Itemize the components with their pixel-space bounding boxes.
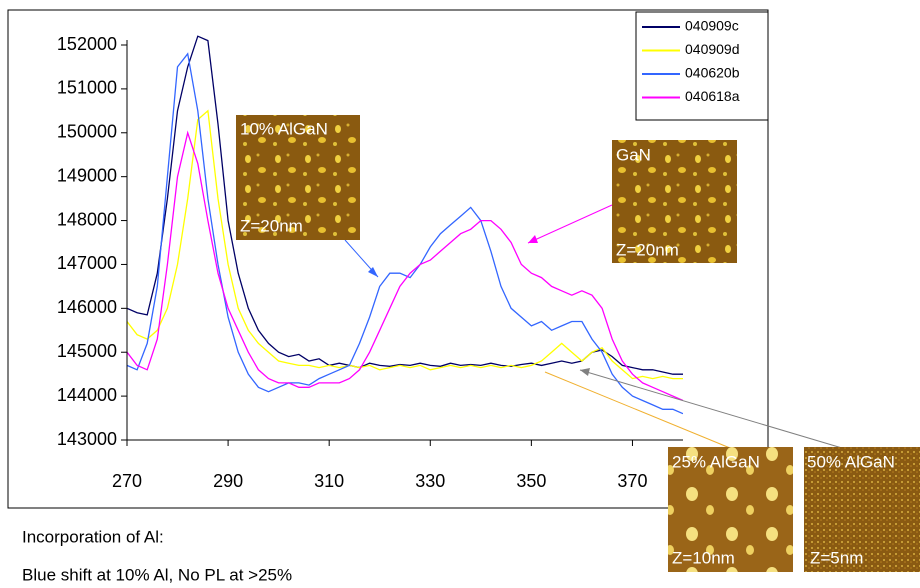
y-tick-label: 152000 [57, 34, 117, 54]
afm-image [804, 447, 920, 572]
y-tick-label: 148000 [57, 209, 117, 229]
inset-title: 50% AlGaN [807, 452, 895, 471]
legend-box [635, 11, 769, 121]
y-tick-label: 146000 [57, 297, 117, 317]
inset-title: 10% AlGaN [240, 119, 328, 138]
inset-title: 25% AlGaN [672, 452, 760, 471]
x-tick-label: 350 [516, 471, 546, 491]
y-tick-label: 143000 [57, 429, 117, 449]
legend-label: 040909d [685, 41, 740, 57]
arrowhead [528, 235, 538, 243]
arrow [579, 369, 843, 449]
y-tick-label: 149000 [57, 165, 117, 185]
arrowhead [368, 267, 378, 277]
arrow [527, 204, 613, 244]
y-tick-label: 145000 [57, 341, 117, 361]
legend: 040909c 040909d 040620b 040618a [635, 11, 769, 121]
x-tick-label: 290 [213, 471, 243, 491]
x-tick-label: 310 [314, 471, 344, 491]
afm-image [236, 115, 360, 240]
x-tick-label: 330 [415, 471, 445, 491]
series-line [127, 130, 683, 402]
arrow [544, 371, 731, 449]
inset-scale: Z=5nm [810, 548, 863, 567]
inset-scale: Z=20nm [616, 240, 679, 259]
afm-image [668, 447, 793, 572]
legend-label: 040618a [685, 88, 740, 104]
arrowhead [580, 368, 590, 376]
inset-scale: Z=10nm [672, 548, 735, 567]
x-tick-label: 370 [617, 471, 647, 491]
series-line [127, 109, 683, 380]
caption: Incorporation of Al: [22, 527, 164, 546]
y-tick-label: 150000 [57, 122, 117, 142]
chart-frame [7, 9, 769, 509]
inset-scale: Z=20nm [240, 216, 303, 235]
y-tick-label: 151000 [57, 78, 117, 98]
y-tick-label: 147000 [57, 253, 117, 273]
series-line [127, 52, 683, 415]
x-tick-label: 270 [112, 471, 142, 491]
legend-label: 040620b [685, 65, 740, 81]
y-tick-label: 144000 [57, 385, 117, 405]
inset-title: GaN [616, 145, 651, 164]
legend-label: 040909c [685, 18, 739, 34]
afm-image [612, 140, 737, 263]
plot-area [127, 35, 683, 415]
caption: Blue shift at 10% Al, No PL at >25% [22, 565, 292, 584]
series-line [127, 35, 683, 375]
